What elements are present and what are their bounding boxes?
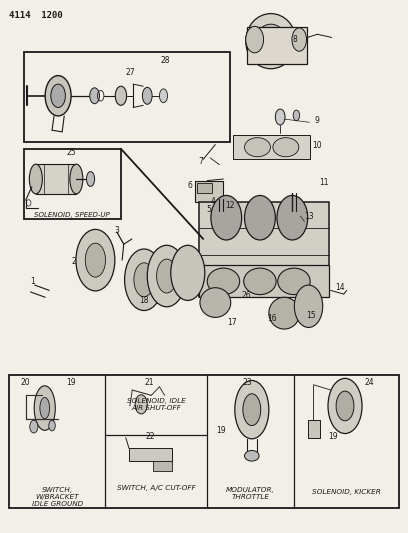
Text: 4: 4	[211, 197, 215, 206]
Text: 8: 8	[293, 35, 297, 44]
Ellipse shape	[207, 268, 239, 295]
Ellipse shape	[147, 245, 186, 307]
Ellipse shape	[277, 196, 308, 240]
Text: SOLENOID, KICKER: SOLENOID, KICKER	[312, 489, 381, 495]
Bar	[197, 183, 212, 193]
Ellipse shape	[244, 268, 276, 295]
Ellipse shape	[135, 395, 147, 414]
Bar	[199, 202, 329, 297]
Ellipse shape	[160, 89, 168, 103]
Ellipse shape	[278, 268, 310, 295]
Text: 2: 2	[71, 257, 76, 265]
Ellipse shape	[86, 172, 95, 187]
Ellipse shape	[273, 138, 299, 157]
Text: 28: 28	[161, 56, 170, 65]
Text: 26: 26	[242, 291, 251, 300]
Ellipse shape	[235, 381, 269, 439]
Ellipse shape	[40, 398, 50, 419]
Text: 24: 24	[364, 377, 374, 386]
Text: SWITCH,
W/BRACKET
IDLE GROUND: SWITCH, W/BRACKET IDLE GROUND	[32, 487, 83, 506]
Text: 19: 19	[216, 426, 226, 435]
Text: 17: 17	[227, 318, 236, 327]
Bar	[153, 461, 172, 471]
Ellipse shape	[85, 243, 106, 277]
Ellipse shape	[115, 86, 126, 106]
Ellipse shape	[134, 263, 154, 297]
Text: 3: 3	[114, 226, 119, 235]
Bar	[195, 181, 224, 202]
Ellipse shape	[261, 35, 273, 47]
Text: 10: 10	[312, 141, 322, 150]
Text: 25: 25	[66, 148, 76, 157]
Ellipse shape	[328, 378, 362, 433]
Ellipse shape	[200, 288, 231, 317]
Text: 21: 21	[144, 377, 154, 386]
Text: 6: 6	[187, 181, 192, 190]
Bar	[246, 27, 307, 64]
Ellipse shape	[142, 87, 152, 104]
Text: 20: 20	[20, 377, 30, 386]
Bar	[129, 448, 172, 461]
Text: 5: 5	[206, 205, 211, 214]
Ellipse shape	[76, 229, 115, 291]
Bar	[308, 420, 320, 438]
Text: 15: 15	[306, 311, 316, 320]
Bar	[24, 149, 121, 219]
Text: 9: 9	[314, 116, 319, 125]
Ellipse shape	[244, 196, 275, 240]
Text: 11: 11	[319, 178, 328, 187]
Text: 14: 14	[335, 283, 345, 292]
Bar	[9, 375, 399, 508]
Text: 27: 27	[125, 68, 135, 77]
Text: 19: 19	[66, 377, 76, 386]
Ellipse shape	[275, 109, 285, 125]
Ellipse shape	[294, 285, 323, 327]
Text: SOLENOID, SPEED-UP: SOLENOID, SPEED-UP	[34, 212, 110, 217]
Text: 12: 12	[226, 201, 235, 210]
Ellipse shape	[244, 450, 259, 461]
Text: 7: 7	[198, 157, 203, 166]
Bar	[199, 265, 329, 297]
Text: MODULATOR,
THROTTLE: MODULATOR, THROTTLE	[226, 487, 275, 499]
Ellipse shape	[124, 249, 164, 311]
Text: 13: 13	[304, 212, 313, 221]
Text: 18: 18	[139, 296, 149, 305]
Text: 19: 19	[328, 432, 338, 441]
Ellipse shape	[34, 386, 55, 430]
Ellipse shape	[30, 420, 38, 433]
Ellipse shape	[243, 394, 261, 425]
Ellipse shape	[255, 24, 286, 58]
Ellipse shape	[90, 88, 100, 104]
Ellipse shape	[49, 420, 55, 431]
Text: SWITCH, A/C CUT-OFF: SWITCH, A/C CUT-OFF	[117, 485, 195, 491]
Text: 16: 16	[267, 314, 277, 323]
Ellipse shape	[211, 196, 242, 240]
Ellipse shape	[246, 13, 296, 69]
Ellipse shape	[244, 138, 271, 157]
Ellipse shape	[269, 297, 299, 329]
Ellipse shape	[29, 164, 42, 194]
Text: 1: 1	[31, 277, 35, 286]
Text: 23: 23	[243, 377, 253, 386]
Ellipse shape	[51, 84, 65, 108]
Bar	[24, 52, 231, 142]
Bar	[233, 135, 310, 159]
Ellipse shape	[246, 26, 264, 53]
Ellipse shape	[171, 245, 205, 301]
Ellipse shape	[157, 259, 177, 293]
Ellipse shape	[336, 391, 354, 421]
Ellipse shape	[70, 164, 83, 194]
Ellipse shape	[292, 28, 306, 51]
Text: SOLENOID, IDLE
AIR SHUT-OFF: SOLENOID, IDLE AIR SHUT-OFF	[127, 398, 186, 411]
Text: 4114  1200: 4114 1200	[9, 11, 63, 20]
Text: 22: 22	[146, 432, 155, 441]
Ellipse shape	[45, 76, 71, 116]
Ellipse shape	[293, 110, 299, 120]
Bar	[36, 164, 76, 194]
